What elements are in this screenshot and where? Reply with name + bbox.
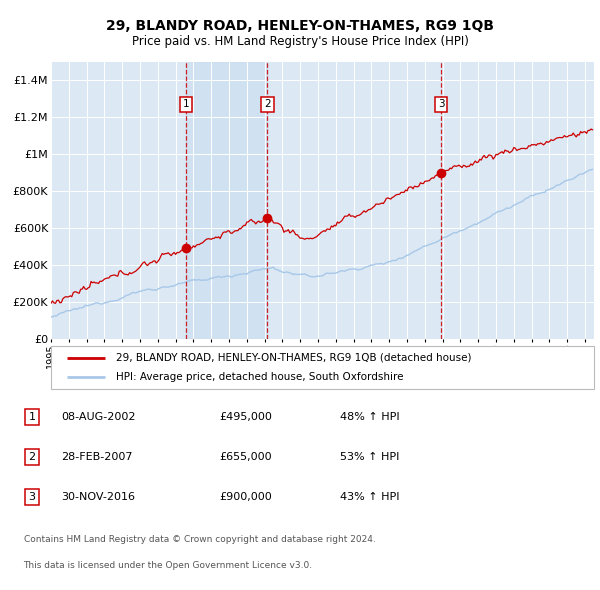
- Text: 3: 3: [438, 100, 445, 110]
- Text: 2: 2: [264, 100, 271, 110]
- Text: Contains HM Land Registry data © Crown copyright and database right 2024.: Contains HM Land Registry data © Crown c…: [23, 535, 375, 543]
- Text: 53% ↑ HPI: 53% ↑ HPI: [340, 452, 400, 462]
- Text: £900,000: £900,000: [220, 492, 272, 502]
- Text: 1: 1: [29, 412, 35, 422]
- Text: 29, BLANDY ROAD, HENLEY-ON-THAMES, RG9 1QB (detached house): 29, BLANDY ROAD, HENLEY-ON-THAMES, RG9 1…: [116, 353, 472, 362]
- Text: HPI: Average price, detached house, South Oxfordshire: HPI: Average price, detached house, Sout…: [116, 372, 404, 382]
- Text: £655,000: £655,000: [220, 452, 272, 462]
- Text: 48% ↑ HPI: 48% ↑ HPI: [340, 412, 400, 422]
- Text: 29, BLANDY ROAD, HENLEY-ON-THAMES, RG9 1QB: 29, BLANDY ROAD, HENLEY-ON-THAMES, RG9 1…: [106, 19, 494, 33]
- Text: 43% ↑ HPI: 43% ↑ HPI: [340, 492, 400, 502]
- Text: 2: 2: [29, 452, 36, 462]
- Text: £495,000: £495,000: [220, 412, 272, 422]
- Text: Price paid vs. HM Land Registry's House Price Index (HPI): Price paid vs. HM Land Registry's House …: [131, 35, 469, 48]
- Text: 30-NOV-2016: 30-NOV-2016: [61, 492, 135, 502]
- Text: 3: 3: [29, 492, 35, 502]
- Text: 08-AUG-2002: 08-AUG-2002: [61, 412, 136, 422]
- Text: This data is licensed under the Open Government Licence v3.0.: This data is licensed under the Open Gov…: [23, 560, 313, 569]
- Text: 28-FEB-2007: 28-FEB-2007: [61, 452, 133, 462]
- Text: 1: 1: [182, 100, 189, 110]
- Bar: [186, 62, 268, 339]
- FancyBboxPatch shape: [51, 346, 594, 388]
